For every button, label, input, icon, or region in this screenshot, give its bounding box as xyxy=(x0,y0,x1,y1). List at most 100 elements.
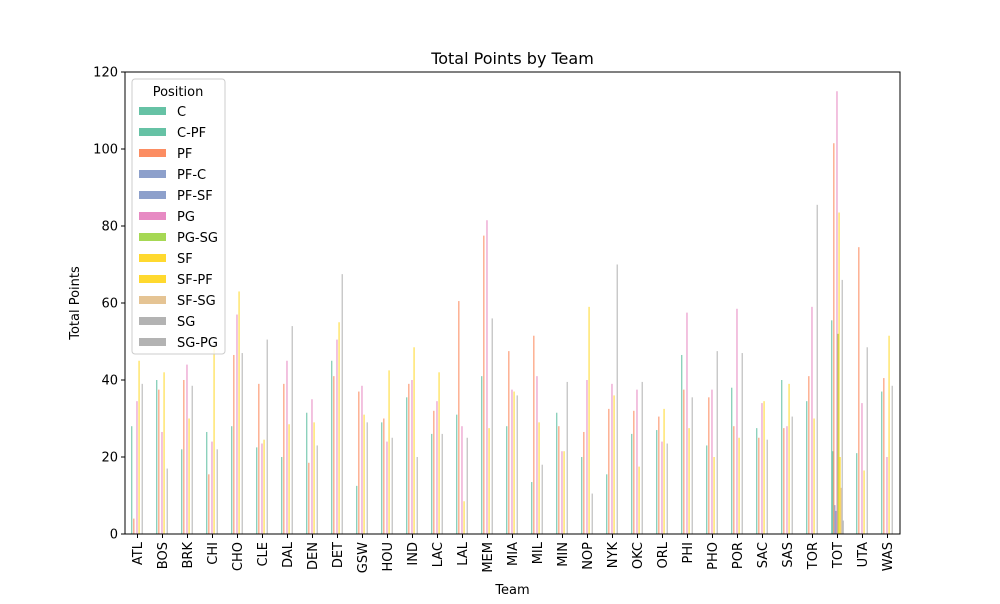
bar-sf-den xyxy=(313,422,315,534)
legend-swatch xyxy=(139,128,166,136)
bar-sg-lal xyxy=(466,437,468,534)
bar-c-dal xyxy=(281,457,283,534)
bar-c-den xyxy=(306,412,308,534)
bar-sf-brk xyxy=(188,418,190,534)
x-axis: ATL BOS BRK CHI CHO CLE DAL DEN DET GSW HOU IND LAC L… xyxy=(131,534,896,573)
bar-sf-okc xyxy=(638,466,640,534)
bar-sg-atl xyxy=(141,383,143,534)
bar-sf-min xyxy=(563,451,565,534)
x-tick-label: CHO xyxy=(231,542,246,571)
bar-pf-det xyxy=(333,376,335,534)
bar-pf-sas xyxy=(783,428,785,534)
bar-sf-pho xyxy=(713,457,715,534)
bar-pf-okc xyxy=(633,410,635,534)
x-tick-label: ATL xyxy=(131,541,146,565)
x-tick-label: TOT xyxy=(831,542,846,569)
bar-pf-brk xyxy=(183,380,185,534)
bar-sg-hou xyxy=(391,437,393,534)
bar-pg-dal xyxy=(286,360,288,534)
bar-c-sac xyxy=(756,428,758,534)
x-tick-label: NOP xyxy=(581,542,596,570)
y-tick-label: 20 xyxy=(101,451,118,466)
x-tick-label: MEM xyxy=(481,542,496,573)
bar-c-gsw xyxy=(356,485,358,534)
bar-sg-bos xyxy=(166,468,168,534)
bar-sg-was xyxy=(891,385,893,534)
bar-pf-phi xyxy=(683,389,685,534)
bar-pg-hou xyxy=(386,441,388,534)
bar-sg-uta xyxy=(866,347,868,534)
x-tick-label: OKC xyxy=(631,542,646,569)
bar-sf-bos xyxy=(163,372,165,534)
bar-sg-brk xyxy=(191,385,193,534)
legend-label: PG-SG xyxy=(177,231,218,246)
bar-pg-min xyxy=(561,451,563,534)
bar-c-pf-tot xyxy=(832,451,834,534)
bar-c-cho xyxy=(231,426,233,534)
bar-sf-det xyxy=(338,322,340,534)
x-tick-label: PHI xyxy=(681,542,696,563)
bar-pf-was xyxy=(883,378,885,534)
bar-sf-atl xyxy=(138,360,140,534)
bar-pf-gsw xyxy=(358,391,360,534)
bar-sg-orl xyxy=(666,443,668,534)
bar-sf-cho xyxy=(238,291,240,534)
bar-c-det xyxy=(331,360,333,534)
bar-sg-cle xyxy=(266,339,268,534)
legend-swatch xyxy=(139,233,166,241)
legend-swatch xyxy=(139,317,166,325)
bar-pg-den xyxy=(311,399,313,534)
bar-pf-uta xyxy=(858,247,860,535)
bar-c-lal xyxy=(456,414,458,534)
x-tick-label: WAS xyxy=(881,542,896,571)
bar-pf-por xyxy=(733,426,735,534)
bar-pf-nyk xyxy=(608,408,610,534)
bar-c-sas xyxy=(781,380,783,534)
legend-swatch xyxy=(139,296,166,304)
bar-c-min xyxy=(556,412,558,534)
bar-pg-gsw xyxy=(361,385,363,534)
bar-c-ind xyxy=(406,397,408,534)
y-tick-label: 100 xyxy=(93,143,118,158)
y-tick-label: 60 xyxy=(101,297,118,312)
bar-pg-nyk xyxy=(611,383,613,534)
bar-pg-was xyxy=(886,457,888,534)
x-tick-label: DET xyxy=(331,542,346,568)
plot-area xyxy=(124,71,901,535)
bar-c-okc xyxy=(631,433,633,534)
bar-pf-pho xyxy=(708,397,710,534)
bar-sg-por xyxy=(741,353,743,534)
legend-swatch xyxy=(139,149,166,157)
bar-sg-ind xyxy=(416,457,418,534)
y-tick-label: 40 xyxy=(101,374,118,389)
x-tick-label: POR xyxy=(731,542,746,569)
bar-sg-den xyxy=(316,445,318,534)
bar-pg-phi xyxy=(686,312,688,534)
bar-sf-ind xyxy=(413,347,415,534)
bar-pg-ind xyxy=(411,380,413,534)
bar-sg-lac xyxy=(441,433,443,534)
y-axis: 0 20 40 60 80 100 120 xyxy=(93,66,125,543)
legend-label: PF-SF xyxy=(177,189,213,204)
bar-pg-det xyxy=(336,339,338,534)
bar-sg-mil xyxy=(541,464,543,534)
bar-c-mia xyxy=(506,426,508,534)
x-tick-label: LAL xyxy=(456,541,471,565)
bar-sf-por xyxy=(738,437,740,534)
bar-pg-lal xyxy=(461,426,463,534)
bar-c-bos xyxy=(156,380,158,534)
bar-sf-dal xyxy=(288,424,290,534)
legend-swatch xyxy=(139,191,166,199)
x-tick-label: DAL xyxy=(281,541,296,568)
legend: Position C C-PF PF PF-C PF-SF PG PG-SG SF SF-PF S… xyxy=(131,78,226,355)
x-tick-label: LAC xyxy=(431,542,446,567)
bar-pg-tot xyxy=(836,91,838,534)
x-tick-label: CLE xyxy=(256,542,271,567)
bar-pf-mia xyxy=(508,351,510,534)
y-axis-label: Total Points xyxy=(68,266,83,341)
bar-pg-orl xyxy=(661,441,663,534)
bar-sg-min xyxy=(566,381,568,534)
bar-pf-mil xyxy=(533,335,535,534)
bar-sg-okc xyxy=(641,381,643,534)
legend-swatch xyxy=(139,338,166,346)
